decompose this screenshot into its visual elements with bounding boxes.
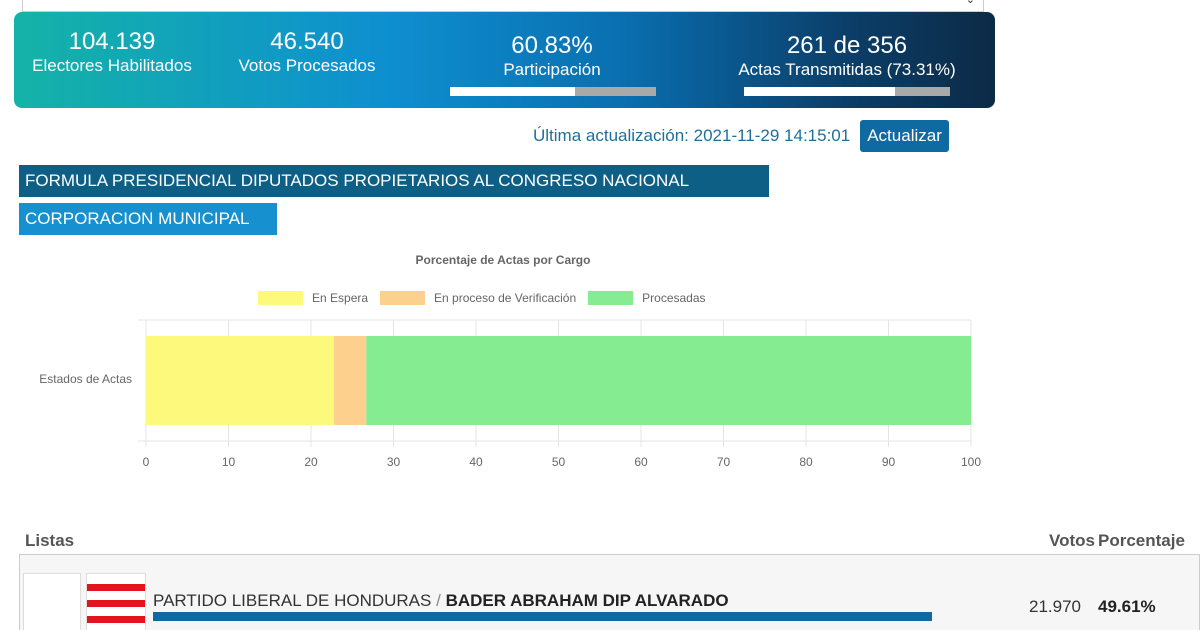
bar-segment [146, 336, 335, 425]
flag-stripe [87, 584, 145, 591]
stat-actas: 261 de 356 Actas Transmitidas (73.31%) [722, 32, 972, 80]
x-tick-label: 30 [387, 455, 401, 469]
actas-value: 261 de 356 [786, 32, 908, 59]
flag-stripe [87, 600, 145, 607]
votos-header-label: Votos [1049, 531, 1095, 550]
legend-swatch [380, 291, 426, 305]
party-candidate-label: PARTIDO LIBERAL DE HONDURAS / BADER ABRA… [153, 591, 729, 611]
stat-votos: 46.540 Votos Procesados [226, 28, 388, 76]
party-flag-icon [86, 573, 146, 630]
electores-label: Electores Habilitados [32, 56, 192, 75]
porcentaje-header-label: Porcentaje [1098, 531, 1185, 550]
update-row: Última actualización: 2021-11-29 14:15:0… [533, 120, 949, 152]
vote-share-bar [153, 612, 932, 621]
votos-label: Votos Procesados [238, 56, 376, 75]
party-separator: / [436, 591, 441, 610]
flag-stripe [87, 616, 145, 623]
votos-value: 46.540 [270, 28, 344, 55]
vote-count: 21.970 [1029, 597, 1081, 616]
participacion-label: Participación [503, 60, 601, 79]
stats-banner: 104.139 Electores Habilitados 46.540 Vot… [14, 12, 995, 108]
legend-item[interactable]: En Espera [258, 291, 368, 305]
participacion-progress-bar [450, 87, 656, 96]
tab-presidential-congress[interactable]: FORMULA PRESIDENCIAL DIPUTADOS PROPIETAR… [19, 165, 769, 197]
chevron-down-icon: ⌄ [965, 0, 975, 6]
vote-percent: 49.61% [1098, 597, 1156, 616]
bar-segment [334, 336, 367, 425]
actas-progress-fill [744, 87, 896, 96]
actas-progress-bar [744, 87, 950, 96]
legend-label: En Espera [312, 291, 369, 305]
legend-item[interactable]: En proceso de Verificación [380, 291, 576, 305]
bar-segment [366, 336, 971, 425]
legend-swatch [588, 291, 634, 305]
stat-electores: 104.139 Electores Habilitados [24, 28, 200, 76]
chart-legend: En Espera En proceso de Verificación Proce… [258, 291, 718, 305]
legend-swatch [258, 291, 303, 305]
refresh-button[interactable]: Actualizar [860, 120, 949, 152]
actas-chart-svg: 0 10 20 30 40 50 60 70 80 90 100 Estados de Actas [39, 319, 981, 469]
x-tick-label: 60 [634, 455, 648, 469]
actas-chart: 0 10 20 30 40 50 60 70 80 90 100 Estados de Actas [0, 310, 1006, 485]
x-tick-label: 20 [304, 455, 318, 469]
x-tick-label: 80 [799, 455, 813, 469]
candidate-name: BADER ABRAHAM DIP ALVARADO [445, 591, 729, 610]
cargo-select[interactable]: ⌄ [22, 0, 984, 12]
last-update-text: Última actualización: 2021-11-29 14:15:0… [533, 126, 851, 145]
x-tick-label: 50 [552, 455, 566, 469]
x-tick-label: 70 [717, 455, 731, 469]
candidate-photo [23, 573, 81, 630]
list-item[interactable]: PARTIDO LIBERAL DE HONDURAS / BADER ABRA… [19, 554, 1200, 630]
participacion-value: 60.83% [511, 32, 593, 59]
y-tick-label: Estados de Actas [39, 372, 132, 386]
chart-title: Porcentaje de Actas por Cargo [415, 253, 591, 267]
stat-participacion: 60.83% Participación [452, 32, 652, 80]
x-tick-label: 10 [222, 455, 236, 469]
x-tick-label: 90 [882, 455, 896, 469]
listas-header-label: Listas [25, 531, 75, 550]
participacion-progress-fill [450, 87, 576, 96]
actas-label: Actas Transmitidas (73.31%) [738, 60, 956, 79]
x-tick-label: 100 [961, 455, 981, 469]
legend-label: Procesadas [642, 291, 706, 305]
legend-label: En proceso de Verificación [434, 291, 577, 305]
tab-municipal[interactable]: CORPORACION MUNICIPAL [19, 203, 277, 235]
party-name: PARTIDO LIBERAL DE HONDURAS [153, 591, 432, 610]
x-tick-label: 40 [469, 455, 483, 469]
listas-header: Listas Votos Porcentaje [19, 527, 1200, 553]
legend-item[interactable]: Procesadas [588, 291, 706, 305]
electores-value: 104.139 [68, 28, 156, 55]
x-tick-label: 0 [143, 455, 150, 469]
